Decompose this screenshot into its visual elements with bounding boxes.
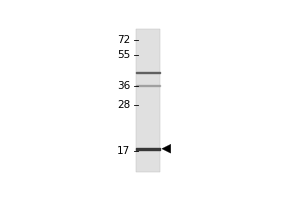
Bar xyxy=(136,29,160,172)
Text: 55: 55 xyxy=(117,50,130,60)
Text: 36: 36 xyxy=(117,81,130,91)
Text: 72: 72 xyxy=(117,35,130,45)
Text: 17: 17 xyxy=(117,146,130,156)
Text: 28: 28 xyxy=(117,100,130,110)
Polygon shape xyxy=(162,144,171,153)
